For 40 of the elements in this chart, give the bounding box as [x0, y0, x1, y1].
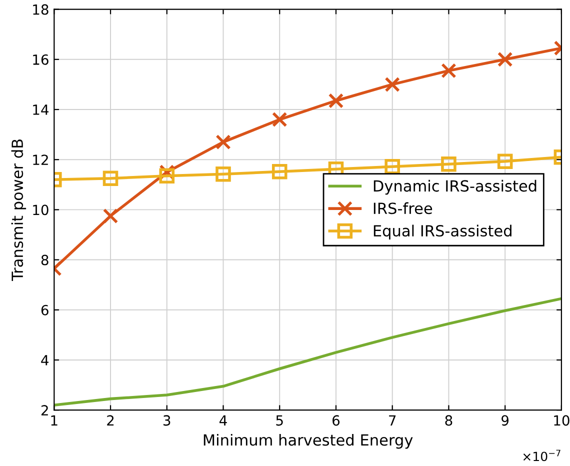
x-tick-label: 3	[164, 415, 170, 426]
point	[441, 63, 456, 78]
x-tick-label: 9	[502, 415, 509, 426]
legend-label: IRS-free	[374, 202, 432, 214]
y-tick-label: 16	[33, 54, 48, 65]
x-tick-label: 5	[276, 415, 283, 426]
point	[328, 93, 344, 108]
x-tick-label: 7	[389, 415, 396, 426]
y-tick-label: 10	[33, 204, 48, 216]
x-tick-label: 10	[554, 415, 570, 426]
point	[497, 154, 513, 169]
x-tick-label: 4	[220, 415, 227, 426]
point	[102, 170, 118, 186]
y-tick-label: 4	[41, 355, 49, 366]
x-tick-label: 2	[107, 415, 114, 426]
y-tick-label: 2	[41, 405, 48, 416]
x-tick-label: 1	[51, 415, 58, 426]
point	[497, 52, 513, 68]
y-tick-label: 8	[41, 254, 48, 266]
point	[272, 112, 288, 128]
point	[102, 208, 118, 224]
point	[384, 76, 400, 92]
y-tick-label: 14	[33, 104, 49, 115]
x-tick-label: 6	[332, 415, 340, 426]
y-tick-label: 12	[33, 154, 48, 165]
point	[272, 164, 288, 180]
y-axis-title: Transmit power dB	[11, 139, 26, 282]
y-tick-label: 6	[41, 304, 48, 316]
point	[216, 134, 231, 150]
legend-label: Dynamic IRS-assisted	[374, 180, 536, 195]
point	[441, 156, 456, 172]
point	[159, 168, 175, 184]
x-tick-label: 8	[445, 415, 452, 426]
text: ×10$^{−7}$	[523, 450, 560, 462]
x-axis-title: Minimum harvested Energy	[204, 434, 413, 449]
y-tick-label: 18	[33, 4, 48, 15]
line-series	[54, 297, 562, 406]
legend-label: Equal IRS-assisted	[374, 224, 512, 240]
point	[384, 158, 400, 174]
point	[216, 166, 231, 182]
